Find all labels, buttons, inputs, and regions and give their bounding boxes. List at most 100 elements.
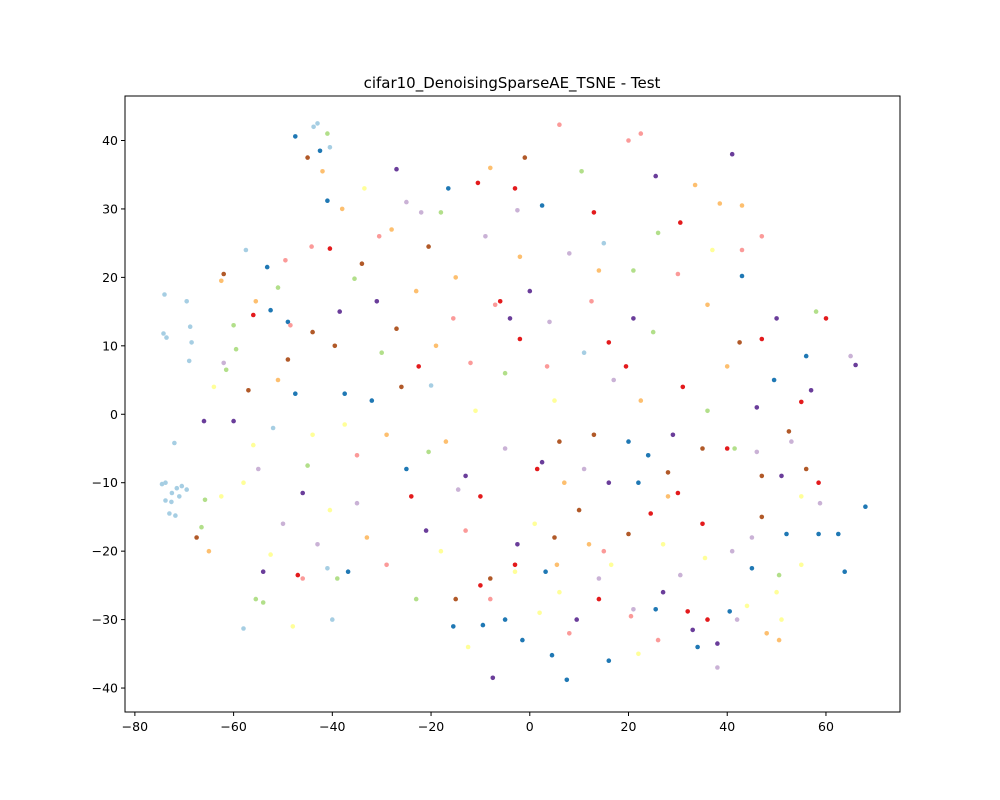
scatter-point — [221, 360, 226, 366]
scatter-point — [527, 288, 533, 294]
scatter-point — [702, 555, 708, 561]
scatter-point — [552, 398, 557, 403]
scatter-point — [729, 548, 735, 554]
scatter-point — [665, 470, 671, 475]
scatter-point — [754, 405, 760, 410]
scatter-point — [169, 490, 175, 496]
scatter-point — [159, 481, 165, 487]
scatter-point — [842, 569, 847, 574]
scatter-point — [650, 329, 656, 335]
scatter-point — [779, 473, 784, 479]
scatter-point — [678, 572, 683, 578]
scatter-point — [705, 408, 710, 414]
scatter-point — [653, 607, 658, 612]
scatter-point — [310, 329, 315, 335]
scatter-point — [732, 446, 737, 451]
scatter-point — [463, 528, 468, 533]
scatter-point — [779, 617, 784, 622]
scatter-point — [517, 336, 523, 342]
scatter-point — [362, 186, 367, 191]
scatter-point — [465, 644, 471, 650]
scatter-point — [547, 319, 552, 325]
scatter-point — [376, 234, 382, 239]
scatter-point — [335, 576, 340, 581]
scatter-point — [628, 613, 634, 619]
scatter-point — [596, 596, 602, 602]
scatter-point — [413, 596, 419, 602]
y-tick-label: −10 — [92, 475, 118, 490]
scatter-point — [455, 487, 461, 492]
scatter-point — [255, 466, 261, 472]
scatter-point — [290, 624, 296, 629]
scatter-point — [426, 244, 431, 249]
scatter-point — [161, 331, 166, 336]
scatter-point — [724, 446, 730, 451]
scatter-point — [320, 169, 325, 174]
scatter-point — [270, 425, 276, 431]
scatter-point — [325, 131, 330, 136]
scatter-point — [715, 641, 720, 646]
scatter-point — [305, 463, 310, 468]
scatter-point — [492, 302, 498, 308]
scatter-point — [359, 261, 365, 267]
scatter-point — [199, 524, 204, 530]
scatter-point — [179, 483, 185, 489]
scatter-point — [438, 210, 444, 215]
scatter-point — [724, 364, 730, 369]
scatter-point — [285, 357, 291, 362]
x-axis: −80 −60 −40 −20 0 20 40 60 — [122, 712, 834, 734]
scatter-point — [567, 631, 572, 636]
scatter-point — [754, 449, 760, 455]
scatter-point — [680, 384, 686, 390]
scatter-point — [729, 151, 735, 157]
scatter-point — [562, 480, 567, 486]
scatter-point — [695, 644, 700, 650]
scatter-point — [581, 350, 587, 356]
scatter-point — [260, 569, 266, 574]
scatter-point — [285, 319, 291, 325]
scatter-point — [675, 271, 681, 277]
scatter-point — [342, 391, 348, 397]
scatter-point — [626, 138, 631, 143]
scatter-point — [293, 391, 298, 397]
scatter-point — [776, 572, 782, 578]
scatter-point — [776, 637, 782, 643]
scatter-point — [453, 596, 459, 602]
scatter-point — [497, 299, 503, 304]
scatter-point — [163, 480, 168, 486]
scatter-point — [451, 624, 456, 629]
scatter-point — [520, 637, 525, 643]
scatter-point — [512, 186, 518, 191]
scatter-point — [206, 548, 212, 554]
scatter-point — [167, 511, 172, 516]
scatter-point — [739, 203, 745, 208]
scatter-point — [554, 562, 560, 568]
scatter-point — [517, 254, 523, 260]
scatter-point — [162, 292, 167, 297]
scatter-point — [552, 535, 557, 540]
scatter-point — [606, 340, 612, 345]
scatter-point — [231, 323, 236, 328]
scatter-point — [241, 480, 246, 486]
scatter-point — [579, 169, 584, 174]
scatter-point — [660, 589, 666, 595]
scatter-point — [574, 617, 579, 622]
scatter-point — [268, 552, 273, 557]
scatter-point — [690, 627, 695, 633]
scatter-point — [413, 288, 419, 294]
scatter-point — [275, 377, 281, 383]
scatter-point — [404, 199, 409, 205]
scatter-point — [264, 264, 270, 270]
scatter-point — [233, 346, 239, 352]
scatter-point — [823, 316, 829, 321]
scatter-point — [194, 535, 199, 540]
scatter-point — [201, 418, 207, 424]
scatter-point — [337, 309, 343, 314]
scatter-point — [507, 316, 513, 321]
scatter-point — [717, 201, 723, 206]
plot-frame — [124, 95, 901, 713]
scatter-point — [325, 566, 330, 571]
scatter-point — [786, 429, 792, 434]
scatter-point — [416, 364, 422, 369]
scatter-point — [813, 309, 819, 314]
